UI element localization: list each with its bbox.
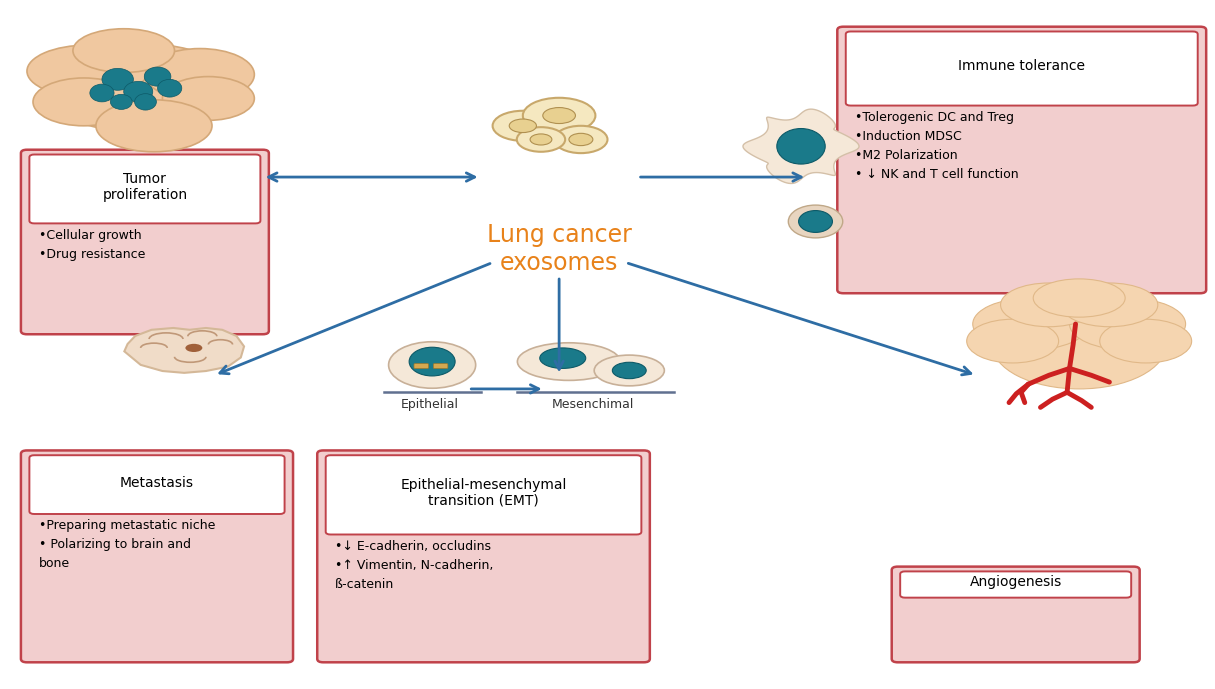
Ellipse shape <box>612 362 646 379</box>
Ellipse shape <box>1001 283 1097 327</box>
Ellipse shape <box>163 76 254 121</box>
Ellipse shape <box>409 347 456 376</box>
Ellipse shape <box>45 44 238 132</box>
Text: Immune tolerance: Immune tolerance <box>959 59 1085 74</box>
Ellipse shape <box>789 205 843 238</box>
Ellipse shape <box>1061 283 1158 327</box>
FancyBboxPatch shape <box>21 451 293 662</box>
Ellipse shape <box>186 344 203 352</box>
Ellipse shape <box>530 134 552 145</box>
Ellipse shape <box>594 355 665 386</box>
FancyBboxPatch shape <box>900 571 1131 597</box>
Text: •Tolerogenic DC and Treg
•Induction MDSC
•M2 Polarization
• ↓ NK and T cell func: •Tolerogenic DC and Treg •Induction MDSC… <box>855 111 1019 181</box>
Ellipse shape <box>516 127 565 152</box>
Ellipse shape <box>33 78 135 126</box>
FancyBboxPatch shape <box>837 27 1206 294</box>
Ellipse shape <box>90 84 114 102</box>
FancyBboxPatch shape <box>29 154 260 223</box>
Ellipse shape <box>124 81 153 102</box>
Text: Metastasis: Metastasis <box>120 475 194 490</box>
FancyBboxPatch shape <box>434 364 448 369</box>
FancyBboxPatch shape <box>317 451 650 662</box>
FancyBboxPatch shape <box>21 150 269 334</box>
Ellipse shape <box>158 79 182 97</box>
Text: •Preparing metastatic niche
• Polarizing to brain and
bone: •Preparing metastatic niche • Polarizing… <box>39 520 215 570</box>
Text: Epithelial: Epithelial <box>401 398 459 411</box>
Ellipse shape <box>1100 319 1192 363</box>
Ellipse shape <box>27 45 148 97</box>
Ellipse shape <box>1033 279 1125 317</box>
Ellipse shape <box>993 300 1166 389</box>
Ellipse shape <box>518 343 620 380</box>
Polygon shape <box>744 109 859 183</box>
Ellipse shape <box>96 100 211 152</box>
Polygon shape <box>124 328 244 373</box>
Text: Angiogenesis: Angiogenesis <box>970 575 1062 590</box>
Text: Tumor
proliferation: Tumor proliferation <box>102 172 187 202</box>
Ellipse shape <box>539 348 586 369</box>
Ellipse shape <box>569 133 593 145</box>
Ellipse shape <box>554 126 608 153</box>
Ellipse shape <box>146 48 254 101</box>
Text: •↓ E-cadherin, occludins
•↑ Vimentin, N-cadherin,
ß-catenin: •↓ E-cadherin, occludins •↑ Vimentin, N-… <box>335 540 493 591</box>
Ellipse shape <box>967 319 1058 363</box>
Ellipse shape <box>111 94 132 110</box>
Ellipse shape <box>135 94 157 110</box>
FancyBboxPatch shape <box>892 566 1140 662</box>
Text: Epithelial-mesenchymal
transition (EMT): Epithelial-mesenchymal transition (EMT) <box>401 477 566 508</box>
FancyBboxPatch shape <box>414 364 429 369</box>
Ellipse shape <box>389 342 475 388</box>
Ellipse shape <box>776 129 825 164</box>
Ellipse shape <box>973 298 1089 350</box>
Text: Lung cancer
exosomes: Lung cancer exosomes <box>487 223 632 275</box>
Ellipse shape <box>73 29 175 72</box>
Ellipse shape <box>102 68 134 90</box>
FancyBboxPatch shape <box>326 455 642 535</box>
Ellipse shape <box>145 67 171 86</box>
Text: •Cellular growth
•Drug resistance: •Cellular growth •Drug resistance <box>39 229 146 261</box>
FancyBboxPatch shape <box>29 455 284 514</box>
Ellipse shape <box>509 119 537 132</box>
Ellipse shape <box>1069 298 1186 350</box>
Ellipse shape <box>492 111 553 141</box>
Ellipse shape <box>798 211 832 232</box>
Text: Mesenchimal: Mesenchimal <box>552 398 634 411</box>
FancyBboxPatch shape <box>846 32 1198 105</box>
Ellipse shape <box>522 98 595 133</box>
Ellipse shape <box>543 107 576 123</box>
